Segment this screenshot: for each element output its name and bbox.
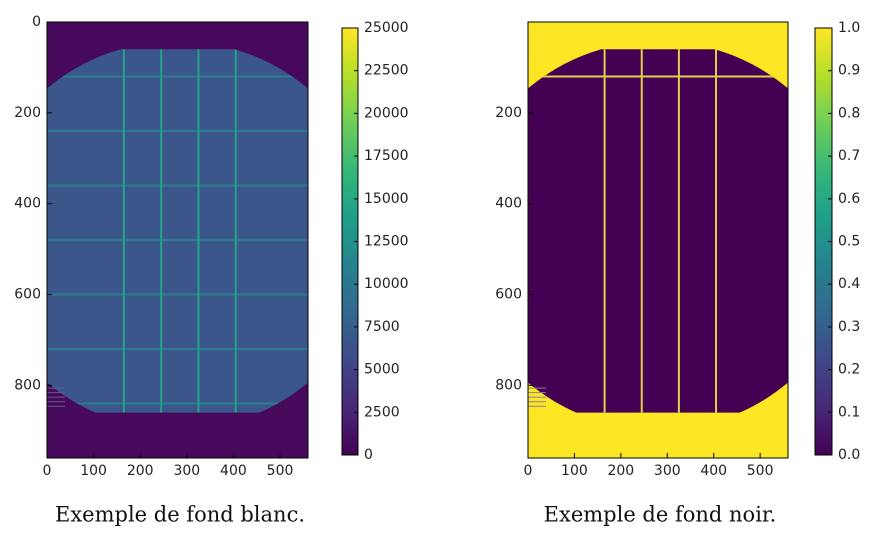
- colorbar-tick-label: 0.6: [838, 191, 860, 207]
- busbar-v: [715, 49, 718, 413]
- stripe: [528, 387, 546, 389]
- colorbar-tick-label: 22500: [364, 63, 409, 79]
- y-tick-label: 200: [14, 105, 41, 121]
- busbar-h: [47, 402, 308, 405]
- colorbar-tick-label: 20000: [364, 105, 409, 121]
- y-tick-label: 800: [14, 377, 41, 393]
- wafer-band: [528, 49, 788, 413]
- y-tick-label: 600: [14, 287, 41, 303]
- stripe: [528, 396, 546, 398]
- colorbar-tick-label: 17500: [364, 148, 409, 164]
- x-tick-label: 0: [524, 463, 533, 479]
- y-tick-label: 800: [495, 377, 522, 393]
- colorbar-tick-label: 25000: [364, 20, 409, 36]
- colorbar-tick-label: 2500: [364, 404, 400, 420]
- stripe: [47, 387, 65, 389]
- wafer-band: [47, 49, 308, 413]
- colorbar-tick-label: 0.1: [838, 404, 860, 420]
- wafer-fill: [47, 49, 308, 413]
- colorbar-tick-label: 0.8: [838, 105, 860, 121]
- colorbar-tick-label: 0.4: [838, 276, 860, 292]
- colorbar-tick-label: 0.0: [838, 447, 860, 463]
- y-tick-label: 400: [14, 196, 41, 212]
- busbar-v: [603, 49, 606, 413]
- colorbar-tick-label: 7500: [364, 319, 400, 335]
- busbar-h: [47, 75, 308, 78]
- busbar-v: [122, 49, 125, 413]
- x-tick-label: 0: [43, 463, 52, 479]
- busbar-v: [197, 49, 200, 413]
- stripe: [47, 401, 65, 403]
- x-tick-label: 200: [607, 463, 634, 479]
- stripe: [47, 392, 65, 394]
- image: [528, 22, 788, 458]
- wafer: [47, 49, 308, 413]
- x-tick-label: 100: [80, 463, 107, 479]
- colorbar-tick-label: 0.3: [838, 319, 860, 335]
- x-tick-label: 400: [220, 463, 247, 479]
- colorbar-tick-label: 15000: [364, 191, 409, 207]
- x-tick-label: 300: [654, 463, 681, 479]
- colorbar-tick-label: 12500: [364, 234, 409, 250]
- stripe: [528, 405, 546, 407]
- y-tick-label: 0: [32, 14, 41, 30]
- busbar-h: [47, 293, 308, 296]
- colorbar-tick-label: 10000: [364, 276, 409, 292]
- colorbar-tick-label: 0: [364, 447, 373, 463]
- stripe: [528, 401, 546, 403]
- busbar-h: [47, 239, 308, 241]
- x-tick-label: 100: [561, 463, 588, 479]
- y-tick-label: 200: [495, 105, 522, 121]
- stripe: [47, 396, 65, 398]
- busbar-v: [234, 49, 237, 413]
- x-tick-label: 400: [700, 463, 727, 479]
- colorbar-tick-label: 0.2: [838, 362, 860, 378]
- busbar-v: [640, 49, 643, 413]
- busbar-v: [160, 49, 163, 413]
- colorbar-tick-label: 0.9: [838, 63, 860, 79]
- colorbar-tick-label: 0.5: [838, 234, 860, 250]
- busbar-h: [47, 130, 308, 132]
- axes-frame: [527, 21, 789, 459]
- stripe: [47, 405, 65, 407]
- y-tick-label: 400: [495, 196, 522, 212]
- x-tick-label: 300: [173, 463, 200, 479]
- busbar-h: [47, 184, 308, 187]
- x-tick-label: 500: [747, 463, 774, 479]
- axes-frame: [46, 21, 309, 459]
- caption: Exemple de fond blanc.: [55, 503, 305, 527]
- busbar-v: [677, 49, 680, 413]
- busbar-h: [528, 75, 788, 78]
- wafer: [528, 49, 788, 413]
- wafer-fill: [528, 49, 788, 413]
- colorbar-tick-label: 0.7: [838, 148, 860, 164]
- x-tick-label: 200: [127, 463, 154, 479]
- colorbar-tick-label: 5000: [364, 362, 400, 378]
- colorbar-tick-label: 1.0: [838, 20, 860, 36]
- caption: Exemple de fond noir.: [544, 503, 777, 527]
- y-tick-label: 600: [495, 287, 522, 303]
- x-tick-label: 500: [267, 463, 294, 479]
- busbar-h: [47, 348, 308, 350]
- stripe: [528, 392, 546, 394]
- image: [47, 22, 308, 458]
